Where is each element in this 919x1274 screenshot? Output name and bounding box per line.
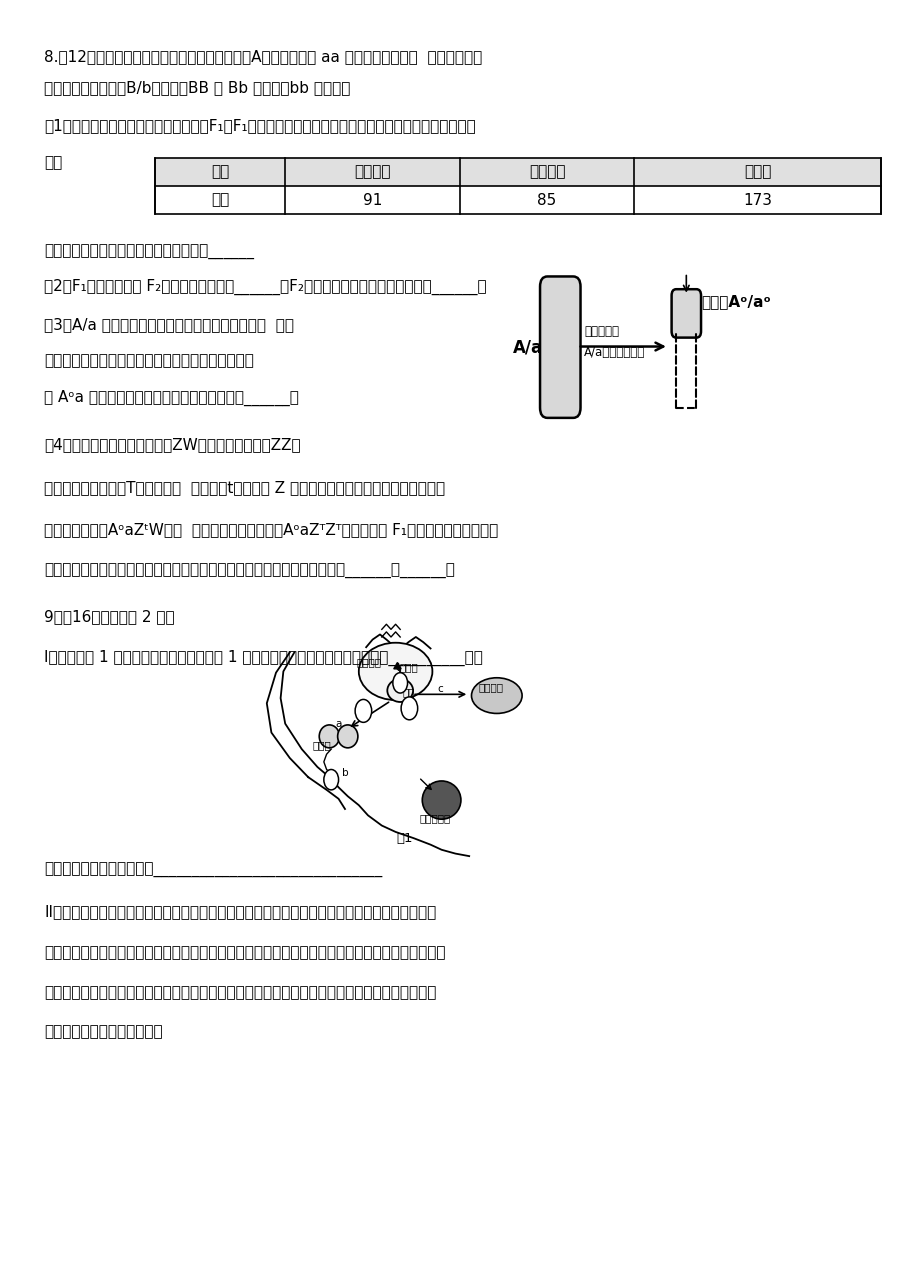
Text: （2）F₁雌雄交配所得 F₂的性状和分离比为______。F₂中自交不发生性状分离的个体占______。: （2）F₁雌雄交配所得 F₂的性状和分离比为______。F₂中自交不发生性状分… — [44, 279, 486, 296]
Ellipse shape — [387, 679, 413, 702]
Text: 下丘脑: 下丘脑 — [399, 662, 417, 673]
Text: ①: ① — [396, 678, 403, 688]
Text: 色）: 色） — [44, 155, 62, 171]
Text: 肾上腺髓质: 肾上腺髓质 — [419, 813, 450, 823]
Text: 85: 85 — [537, 192, 556, 208]
Text: 91: 91 — [362, 192, 382, 208]
Text: I．分析右图 1 中的生命活动调节过程，图 1 中可被下丘脑受体识别的信息分子有__________，甲: I．分析右图 1 中的生命活动调节过程，图 1 中可被下丘脑受体识别的信息分子有… — [44, 650, 482, 666]
Text: 173: 173 — [743, 192, 771, 208]
Text: 垂体: 垂体 — [402, 687, 414, 697]
Text: 图1: 图1 — [396, 832, 413, 845]
Text: A/a: A/a — [512, 338, 542, 357]
Text: 灰色斑纹: 灰色斑纹 — [528, 164, 564, 180]
Text: 8.（12分）家蚕蚕体有斑纹由常染色体上的基因A控制，基因型 aa 表现为无斑纹。斑  纹颜色由常染: 8.（12分）家蚕蚕体有斑纹由常染色体上的基因A控制，基因型 aa 表现为无斑纹… — [44, 50, 482, 64]
Text: 黑色斑纹: 黑色斑纹 — [354, 164, 391, 180]
Text: 甲状腺: 甲状腺 — [312, 740, 331, 750]
Text: （1）现选用两纯合亲本甲、乙杂交得到F₁，F₁测交结果如下表：（注意：只有有斑纹时才分为黑色和灰: （1）现选用两纯合亲本甲、乙杂交得到F₁，F₁测交结果如下表：（注意：只有有斑纹… — [44, 118, 475, 134]
Text: ②: ② — [359, 706, 367, 716]
Text: 为 Aᵒa 的蚕雌雄交配，子代的表现型和比例为______。: 为 Aᵒa 的蚕雌雄交配，子代的表现型和比例为______。 — [44, 390, 299, 406]
Text: ②: ② — [327, 775, 335, 785]
Text: c: c — [437, 684, 442, 694]
Text: ↓: ↓ — [393, 662, 403, 673]
Text: 缺失的卵细胞不育，染色体缺失的精子可育。基因型: 缺失的卵细胞不育，染色体缺失的精子可育。基因型 — [44, 353, 254, 368]
Text: 性状: 性状 — [210, 164, 229, 180]
Ellipse shape — [471, 678, 522, 713]
Text: （4）家蚕中，雌性性染色体为ZW，雄性性染色体为ZZ。: （4）家蚕中，雌性性染色体为ZW，雄性性染色体为ZZ。 — [44, 437, 301, 452]
Bar — [154, 158, 880, 186]
Text: A/a基因不受影响: A/a基因不受影响 — [584, 347, 645, 359]
Ellipse shape — [337, 725, 357, 748]
Text: 染色体缺失: 染色体缺失 — [584, 325, 618, 338]
Text: b: b — [341, 768, 348, 778]
Circle shape — [323, 769, 338, 790]
Ellipse shape — [422, 781, 460, 819]
Text: 大脑皮层: 大脑皮层 — [357, 657, 381, 668]
Text: 照世卫组织神经行为能力测试标准，测试短时间反应时（对简单信号作出反应的最短时间）、视觉保: 照世卫组织神经行为能力测试标准，测试短时间反应时（对简单信号作出反应的最短时间）… — [44, 945, 445, 961]
Text: 胰岛细胞: 胰岛细胞 — [478, 682, 503, 692]
Text: 数目: 数目 — [210, 192, 229, 208]
Circle shape — [355, 699, 371, 722]
Text: 无斑纹: 无斑纹 — [743, 164, 771, 180]
Text: 家蚕体壁正常基因（T）与体壁透  明基因（t）是位于 Z 染色体上的一对等位基因。现用有斑纹: 家蚕体壁正常基因（T）与体壁透 明基因（t）是位于 Z 染色体上的一对等位基因。… — [44, 480, 445, 496]
Ellipse shape — [319, 725, 339, 748]
Circle shape — [392, 673, 407, 693]
Text: 互交配，后代中有斑纹体壁正常雄性个体和有斑纹体壁正常雌性个体分别占______、______。: 互交配，后代中有斑纹体壁正常雄性个体和有斑纹体壁正常雌性个体分别占______、… — [44, 564, 455, 580]
Text: 亲本甲性状为无斑纹，乙的基因型为______: 亲本甲性状为无斑纹，乙的基因型为______ — [44, 245, 254, 260]
Text: 留（对视觉信号记忆的准确数）和血液中乙醇浓度，计算能力指数的相对值并进行统计分析。结果: 留（对视觉信号记忆的准确数）和血液中乙醇浓度，计算能力指数的相对值并进行统计分析… — [44, 986, 436, 1000]
Text: 如图所示。请回答下列问题：: 如图所示。请回答下列问题： — [44, 1024, 163, 1040]
Ellipse shape — [358, 643, 432, 701]
Text: （3）A/a 所在染色体偶见缺失现象，如图所示。染  色体: （3）A/a 所在染色体偶见缺失现象，如图所示。染 色体 — [44, 317, 294, 333]
Circle shape — [401, 697, 417, 720]
Text: 体壁透明雌蚕（AᵒaZᵗW）与  有斑纹体壁正常雄蚕（AᵒaZᵀZᵀ）杂交得到 F₁，将其中有斑纹个体相: 体壁透明雌蚕（AᵒaZᵗW）与 有斑纹体壁正常雄蚕（AᵒaZᵀZᵀ）杂交得到 F… — [44, 522, 498, 538]
Text: II．为了研究乙醇对人体神经行为能力的影响，科研人员选取若干自愿者，等量饮用同一种酒，参: II．为了研究乙醇对人体神经行为能力的影响，科研人员选取若干自愿者，等量饮用同一… — [44, 905, 436, 920]
Text: ③: ③ — [405, 703, 413, 713]
FancyBboxPatch shape — [539, 276, 580, 418]
Text: 表示为Aᵒ/aᵒ: 表示为Aᵒ/aᵒ — [700, 294, 770, 310]
Text: 状腺激素分泌的调节机制是______________________________: 状腺激素分泌的调节机制是____________________________… — [44, 862, 382, 878]
Text: 色体上另一对基因（B/b）控制，BB 或 Bb 为黑色，bb 为灰色。: 色体上另一对基因（B/b）控制，BB 或 Bb 为黑色，bb 为灰色。 — [44, 80, 350, 96]
FancyBboxPatch shape — [671, 289, 700, 338]
Text: a: a — [335, 719, 341, 729]
Text: 9．（16分，每个空 2 分）: 9．（16分，每个空 2 分） — [44, 609, 175, 624]
Polygon shape — [393, 662, 401, 669]
Bar — [154, 158, 880, 214]
